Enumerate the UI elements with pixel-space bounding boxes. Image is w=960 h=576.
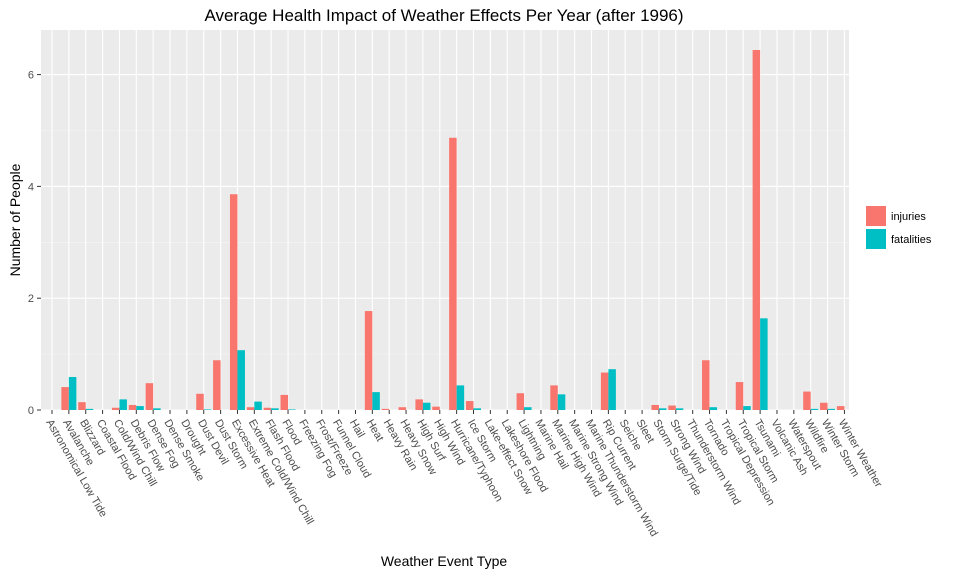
bar-injuries (229, 194, 238, 410)
bar-injuries (246, 407, 255, 410)
legend-label-injuries: injuries (891, 211, 926, 223)
bar-injuries (651, 404, 659, 410)
bar-fatalities (743, 406, 751, 410)
y-tick-label: 6 (28, 70, 34, 82)
bar-fatalities (422, 402, 431, 410)
bar-injuries (145, 383, 154, 410)
bar-injuries (280, 394, 289, 410)
bar-fatalities (237, 350, 245, 410)
bar-injuries (466, 401, 474, 410)
y-tick-label: 4 (28, 181, 34, 193)
bar-fatalities (372, 392, 380, 410)
bar-injuries (702, 360, 710, 410)
bar-fatalities (473, 408, 481, 410)
bar-injuries (78, 402, 86, 410)
bar-injuries (752, 50, 761, 411)
bar-injuries (735, 382, 744, 410)
bar-fatalities (136, 406, 144, 410)
bar-injuries (398, 407, 407, 410)
bar-injuries (61, 387, 69, 410)
bar-injuries (668, 405, 676, 410)
bar-injuries (820, 402, 828, 410)
y-tick-label: 0 (28, 405, 34, 417)
bar-fatalities (760, 318, 768, 410)
bar-injuries (550, 385, 558, 410)
chart-title: Average Health Impact of Weather Effects… (204, 6, 683, 25)
y-axis: 0 2 4 6 (28, 70, 41, 417)
bar-fatalities (810, 408, 819, 410)
plot-panel (41, 30, 849, 410)
bar-fatalities (271, 408, 279, 410)
bar-injuries (213, 360, 221, 410)
bar-fatalities (456, 385, 465, 410)
bar-injuries (600, 372, 609, 410)
legend: injuries fatalities (866, 206, 932, 249)
y-tick-label: 2 (28, 293, 34, 305)
bar-fatalities (827, 408, 836, 410)
bar-fatalities (68, 377, 77, 410)
bar-injuries (263, 407, 272, 410)
bar-fatalities (557, 394, 566, 410)
legend-key-fatalities (866, 229, 886, 249)
bar-injuries (432, 406, 440, 410)
bar-injuries (449, 137, 457, 410)
bar-fatalities (119, 399, 127, 410)
bar-injuries (415, 399, 423, 410)
bar-fatalities (288, 409, 296, 410)
bar-injuries (364, 311, 373, 410)
bar-injuries (803, 391, 811, 410)
gridlines (41, 30, 849, 411)
bar-injuries (516, 393, 525, 410)
bar-fatalities (85, 408, 94, 410)
x-axis: Astronomical Low TideAvalancheBlizzardCo… (43, 410, 884, 539)
bar-fatalities (153, 408, 161, 410)
bar-fatalities (658, 408, 667, 410)
bar-injuries (128, 404, 137, 410)
bar-injuries (196, 393, 204, 410)
bar-fatalities (709, 407, 718, 410)
bar-injuries (836, 406, 845, 410)
bar-injuries (381, 408, 390, 410)
bar-fatalities (254, 401, 262, 410)
legend-label-fatalities: fatalities (891, 234, 932, 246)
x-axis-title: Weather Event Type (381, 553, 508, 569)
bar-fatalities (608, 369, 616, 410)
y-axis-title: Number of People (7, 163, 23, 276)
bars (61, 50, 845, 411)
bar-fatalities (675, 408, 684, 410)
bar-fatalities (203, 409, 212, 410)
bar-injuries (111, 407, 120, 410)
bar-fatalities (524, 407, 532, 410)
legend-key-injuries (866, 206, 886, 226)
